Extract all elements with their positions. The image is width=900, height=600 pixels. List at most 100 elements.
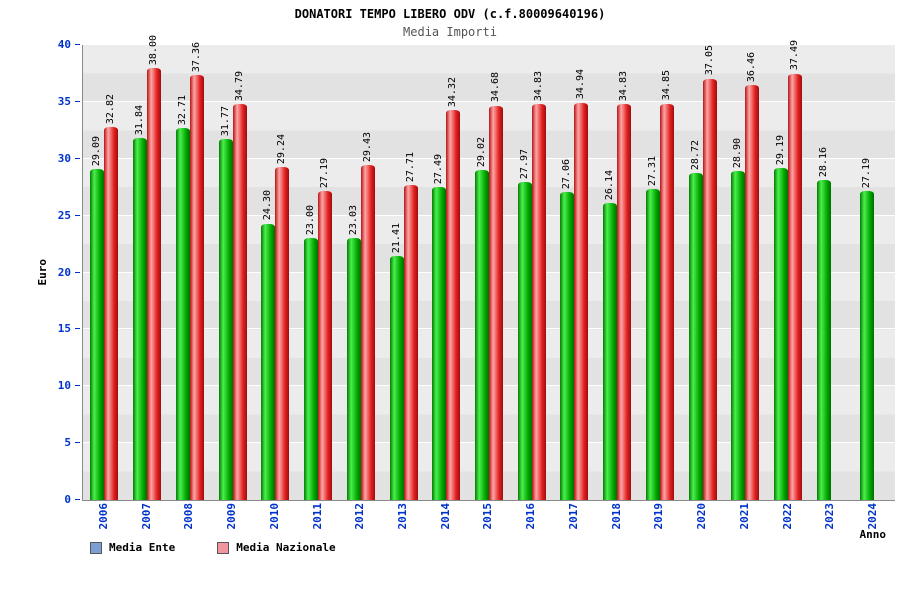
x-tick-label: 2018 xyxy=(609,503,623,530)
bar-media-nazionale xyxy=(275,167,290,500)
bar-group: 31.84 38.00 xyxy=(126,35,169,500)
bar-group: 27.31 34.85 xyxy=(639,45,682,500)
x-tick-group: 2018 xyxy=(595,503,638,547)
bar-media-ente xyxy=(474,169,489,500)
bar-slot: 32.71 xyxy=(175,45,190,500)
x-tick-group: 2012 xyxy=(338,503,381,547)
bar-value-label: 34.68 xyxy=(489,72,501,103)
bar-value-label: 28.72 xyxy=(689,140,701,171)
x-tick-label: 2021 xyxy=(737,503,751,530)
x-tick-group: 2023 xyxy=(808,503,851,547)
chart-title: DONATORI TEMPO LIBERO ODV (c.f.800096401… xyxy=(294,7,606,21)
bar-group: 24.30 29.24 xyxy=(254,45,297,500)
y-axis-title-wrap: Euro xyxy=(36,45,49,500)
x-tick-label: 2015 xyxy=(481,503,495,530)
y-tick-label: 20 xyxy=(57,265,71,279)
bar-slot: 29.09 xyxy=(90,45,105,500)
legend-item: Media Ente xyxy=(90,541,175,554)
bar-value-label: 28.16 xyxy=(817,146,829,177)
x-tick-label: 2022 xyxy=(780,503,794,530)
bar-value-label: 27.19 xyxy=(319,157,331,188)
bar-slot: 27.19 xyxy=(318,45,333,500)
y-tick-label: 5 xyxy=(64,436,71,450)
x-tick-group: 2021 xyxy=(723,503,766,547)
bar-slot: 29.43 xyxy=(360,45,375,500)
bar-slot: 23.00 xyxy=(304,45,319,500)
legend: Media Ente Media Nazionale xyxy=(90,541,336,554)
bar-media-ente xyxy=(218,138,233,500)
x-tick-label: 2017 xyxy=(566,503,580,530)
x-tick-label: 2024 xyxy=(866,503,880,530)
legend-label: Media Ente xyxy=(109,541,176,554)
bar-media-nazionale xyxy=(104,126,119,500)
y-tick-mark xyxy=(75,499,80,500)
x-tick-label: 2019 xyxy=(652,503,666,530)
bar-media-nazionale xyxy=(574,102,589,500)
bar-media-ente xyxy=(175,127,190,500)
y-tick-mark xyxy=(75,100,80,102)
y-tick-label: 15 xyxy=(57,322,71,336)
bar-media-nazionale xyxy=(189,75,204,500)
x-tick-group: 2014 xyxy=(424,503,467,547)
bar-group: 27.49 34.32 xyxy=(425,45,468,500)
bar-value-label: 29.02 xyxy=(475,136,487,167)
bar-slot: 27.71 xyxy=(403,45,418,500)
bar-media-nazionale xyxy=(531,103,546,500)
bar-value-label: 32.82 xyxy=(105,93,117,124)
bar-value-label: 34.94 xyxy=(575,69,587,100)
bar-media-ente xyxy=(517,181,532,500)
bar-media-ente xyxy=(304,238,319,500)
bar-media-nazionale xyxy=(702,78,717,500)
bar-value-label: 27.71 xyxy=(404,151,416,182)
bar-group: 28.16 xyxy=(809,45,852,500)
bar-media-nazionale xyxy=(659,103,674,500)
bar-media-ente xyxy=(560,192,575,500)
bar-media-ente xyxy=(859,190,874,500)
bar-slot: 21.41 xyxy=(389,45,404,500)
x-tick-label: 2006 xyxy=(96,503,110,530)
bar-media-nazionale xyxy=(318,190,333,500)
bar-slot: 34.83 xyxy=(531,45,546,500)
bar-media-ente xyxy=(346,238,361,500)
bar-media-nazionale xyxy=(446,109,461,500)
x-tick-group: 2017 xyxy=(552,503,595,547)
bar-slot: 32.82 xyxy=(104,45,119,500)
x-tick-group: 2015 xyxy=(467,503,510,547)
y-tick-mark xyxy=(75,385,80,387)
bar-value-label: 27.06 xyxy=(561,159,573,190)
bar-group: 27.19 xyxy=(852,45,895,500)
bar-slot: 27.19 xyxy=(859,45,874,500)
bar-media-ente xyxy=(731,171,746,500)
bar-slot: 37.05 xyxy=(702,45,717,500)
bar-slot: 27.97 xyxy=(517,45,532,500)
y-axis-title: Euro xyxy=(36,259,49,286)
bar-value-label: 36.46 xyxy=(746,52,758,83)
bar-slot: 34.83 xyxy=(617,45,632,500)
bar-slot: 28.72 xyxy=(688,45,703,500)
bar-slot: 34.32 xyxy=(446,45,461,500)
bar-groups: 29.09 32.82 31.84 38.00 32.71 37.36 31.77 34.79… xyxy=(83,35,895,500)
bar-media-ente xyxy=(432,187,447,500)
bar-value-label: 34.85 xyxy=(660,70,672,101)
x-tick-label: 2020 xyxy=(695,503,709,530)
bar-group: 29.19 37.49 xyxy=(767,40,810,500)
bar-value-label: 37.05 xyxy=(703,45,715,76)
y-tick-label: 25 xyxy=(57,208,71,222)
bar-value-label: 29.09 xyxy=(91,136,103,167)
bar-value-label: 34.83 xyxy=(532,70,544,101)
bar-group: 23.00 27.19 xyxy=(297,45,340,500)
y-tick-label: 0 xyxy=(64,493,71,506)
bar-slot: 34.68 xyxy=(488,45,503,500)
bar-group: 21.41 27.71 xyxy=(382,45,425,500)
bar-value-label: 38.00 xyxy=(148,34,160,65)
bar-slot: 28.90 xyxy=(731,45,746,500)
y-tick-mark xyxy=(75,44,80,45)
bar-media-ente xyxy=(90,169,105,500)
x-tick-label: 2009 xyxy=(225,503,239,530)
y-axis: 0 5 10 15 20 25 30 35 40 xyxy=(0,38,81,506)
bar-media-nazionale xyxy=(788,73,803,500)
bar-value-label: 28.90 xyxy=(732,138,744,169)
legend-label: Media Nazionale xyxy=(236,541,336,554)
bar-media-ente xyxy=(603,202,618,500)
x-tick-group: 2016 xyxy=(509,503,552,547)
